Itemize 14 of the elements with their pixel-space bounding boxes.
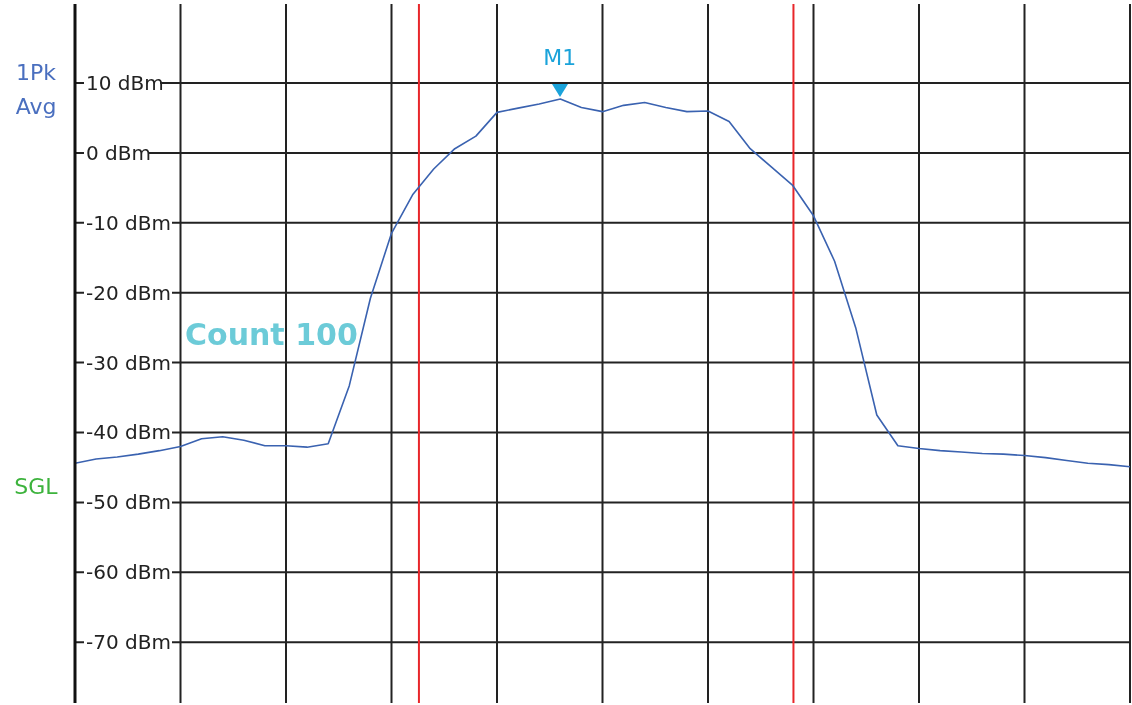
annotation: Count 100 — [185, 317, 358, 352]
y-tick-label: -40 dBm — [86, 420, 171, 445]
line-series — [75, 98, 1130, 468]
y-tick-label: -10 dBm — [86, 210, 171, 235]
y-tick-label: 10 dBm — [86, 70, 164, 95]
y-tick-label: -50 dBm — [86, 490, 171, 515]
annotation: M1 — [542, 45, 578, 71]
text: 1Pk Avg — [14, 59, 58, 121]
y-tick-label: -30 dBm — [86, 350, 171, 375]
text: SGL — [13, 474, 59, 499]
y-tick-label: -20 dBm — [86, 280, 171, 305]
y-tick-label: -60 dBm — [86, 560, 171, 585]
y-tick-label: 0 dBm — [86, 140, 151, 165]
y-tick-label: -70 dBm — [86, 630, 171, 655]
